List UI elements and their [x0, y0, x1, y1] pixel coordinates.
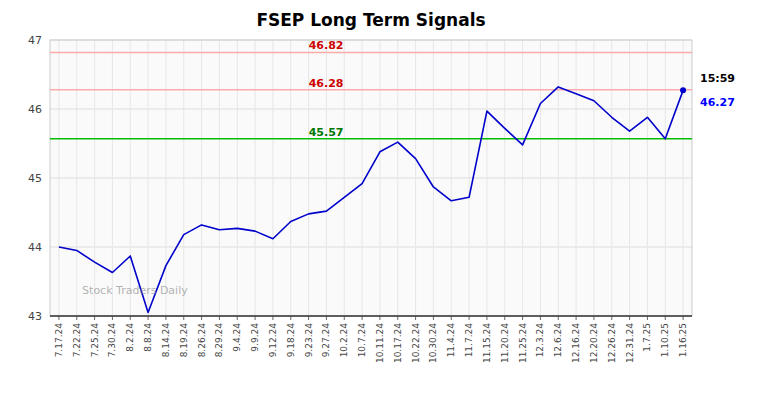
x-tick-label: 8.29.24: [214, 323, 224, 358]
x-tick-label: 11.25.24: [518, 323, 528, 363]
last-point: [680, 87, 686, 93]
x-grid-line: [201, 40, 202, 316]
x-tick-label: 9.9.24: [250, 323, 260, 352]
x-grid-line: [76, 40, 77, 316]
grid: [50, 40, 692, 316]
x-tick-label: 11.7.24: [464, 323, 474, 358]
x-tick-label: 12.3.24: [535, 323, 545, 358]
x-tick-label: 7.30.24: [107, 323, 117, 358]
x-grid-line: [58, 40, 59, 316]
x-grid-line: [683, 40, 684, 316]
level-label: 46.28: [309, 77, 344, 90]
x-grid-line: [486, 40, 487, 316]
x-grid-line: [237, 40, 238, 316]
y-grid-line: [50, 109, 692, 110]
x-grid-line: [611, 40, 612, 316]
x-tick-label: 11.4.24: [446, 323, 456, 358]
x-tick-label: 1.16.25: [678, 323, 688, 357]
x-grid-line: [362, 40, 363, 316]
x-tick-label: 7.17.24: [54, 323, 64, 358]
x-tick-label: 8.2.24: [125, 323, 135, 352]
x-tick-label: 12.6.24: [553, 323, 563, 358]
x-grid-line: [629, 40, 630, 316]
x-grid-line: [540, 40, 541, 316]
background: [0, 0, 784, 398]
level-line: [50, 138, 692, 140]
x-grid-line: [593, 40, 594, 316]
x-grid-line: [148, 40, 149, 316]
x-grid-line: [665, 40, 666, 316]
x-tick-label: 8.26.24: [197, 323, 207, 358]
x-grid-line: [183, 40, 184, 316]
level-label: 46.82: [309, 39, 344, 52]
x-tick-label: 10.17.24: [393, 323, 403, 363]
y-tick-label: 43: [28, 310, 42, 323]
x-tick-label: 12.31.24: [625, 323, 635, 363]
last-time: 15:59: [700, 72, 735, 85]
x-tick-label: 12.20.24: [589, 323, 599, 363]
last-price: 46.27: [700, 96, 735, 109]
x-grid-line: [165, 40, 166, 316]
x-grid-line: [290, 40, 291, 316]
y-grid-line: [50, 178, 692, 179]
x-tick-label: 11.15.24: [482, 323, 492, 363]
x-tick-label: 10.30.24: [428, 323, 438, 363]
level-line: [50, 89, 692, 91]
x-tick-label: 7.22.24: [72, 323, 82, 358]
x-grid-line: [504, 40, 505, 316]
x-tick-label: 1.10.25: [660, 323, 670, 357]
level-label: 45.57: [309, 126, 344, 139]
x-tick-label: 10.22.24: [411, 323, 421, 363]
x-tick-label: 10.11.24: [375, 323, 385, 363]
x-tick-label: 9.4.24: [232, 323, 242, 352]
y-tick-label: 44: [28, 241, 42, 254]
x-grid-line: [112, 40, 113, 316]
x-grid-line: [219, 40, 220, 316]
y-tick-label: 47: [28, 34, 42, 47]
marks: [50, 52, 692, 312]
x-tick-label: 9.12.24: [268, 323, 278, 358]
x-tick-label: 8.8.24: [143, 323, 153, 352]
x-tick-label: 1.7.25: [642, 323, 652, 352]
y-tick-label: 45: [28, 172, 42, 185]
plot-area: [50, 40, 692, 316]
x-grid-line: [130, 40, 131, 316]
x-tick-label: 11.20.24: [500, 323, 510, 363]
chart: 43 44 45 46 47 7.17.24 7.22.24 7.25.24 7.30.24 8.…: [0, 0, 784, 398]
x-grid-line: [522, 40, 523, 316]
x-grid-line: [397, 40, 398, 316]
x-tick-label: 9.18.24: [286, 323, 296, 358]
x-grid-line: [647, 40, 648, 316]
x-grid-line: [94, 40, 95, 316]
x-grid-line: [272, 40, 273, 316]
watermark: Stock Traders Daily: [82, 284, 188, 297]
x-grid-line: [415, 40, 416, 316]
x-grid-line: [433, 40, 434, 316]
x-grid-line: [255, 40, 256, 316]
x-grid-line: [344, 40, 345, 316]
x-tick-label: 12.16.24: [571, 323, 581, 363]
x-tick-label: 7.25.24: [90, 323, 100, 358]
x-tick-label: 10.7.24: [357, 323, 367, 358]
x-tick-label: 10.2.24: [339, 323, 349, 358]
x-tick-label: 8.14.24: [161, 323, 171, 358]
y-tick-label: 46: [28, 103, 42, 116]
y-grid-line: [50, 247, 692, 248]
x-grid-line: [558, 40, 559, 316]
x-grid-line: [379, 40, 380, 316]
level-line: [50, 52, 692, 54]
frame: [50, 40, 692, 316]
y-grid-line: [50, 316, 692, 317]
title: FSEP Long Term Signals: [256, 10, 485, 30]
x-tick-label: 9.27.24: [321, 323, 331, 358]
x-grid-line: [451, 40, 452, 316]
x-tick-label: 8.19.24: [179, 323, 189, 358]
x-grid-line: [576, 40, 577, 316]
x-tick-label: 9.23.24: [304, 323, 314, 358]
price-line: [59, 87, 683, 313]
x-tick-label: 12.26.24: [607, 323, 617, 363]
x-grid-line: [469, 40, 470, 316]
x-axis-line: [50, 315, 692, 317]
